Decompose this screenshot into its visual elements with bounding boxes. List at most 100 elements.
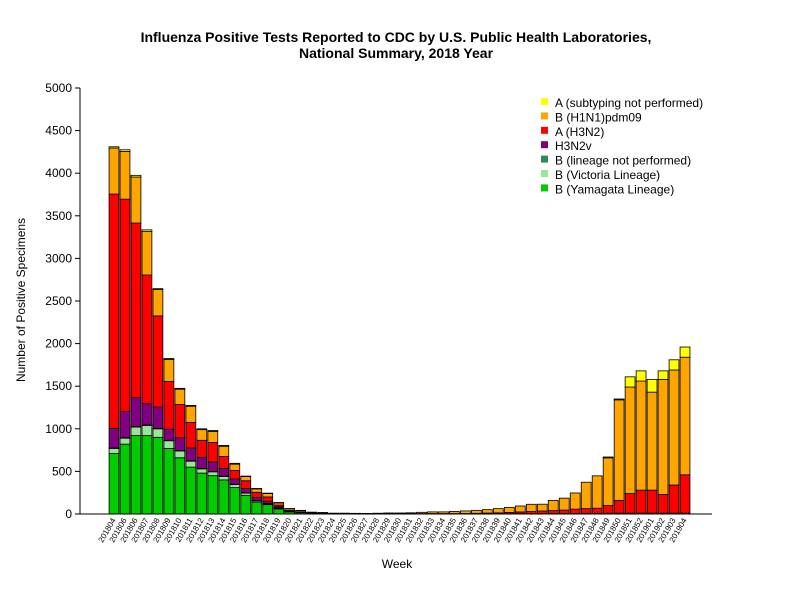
bar-segment xyxy=(208,431,218,442)
bar-stack xyxy=(570,493,580,514)
bar-segment xyxy=(186,467,196,514)
bar-stack xyxy=(153,289,163,514)
bar-segment xyxy=(428,512,438,514)
bar-segment xyxy=(680,475,690,513)
bar-segment xyxy=(241,481,251,489)
bar-stack xyxy=(559,498,569,514)
bar-stack xyxy=(504,507,514,514)
bar-segment xyxy=(164,359,174,360)
bar-segment xyxy=(449,511,459,513)
bar-segment xyxy=(131,223,141,398)
bar-stack xyxy=(241,476,251,514)
bar-segment xyxy=(219,468,229,476)
bar-segment xyxy=(109,148,119,194)
legend-swatch xyxy=(541,112,548,119)
bar-segment xyxy=(559,498,569,510)
bar-segment xyxy=(153,437,163,514)
bar-stack xyxy=(296,510,306,514)
bar-segment xyxy=(570,493,580,509)
bar-segment xyxy=(658,371,668,380)
bar-segment xyxy=(186,448,196,461)
y-tick-label: 0 xyxy=(65,507,72,521)
legend-swatch xyxy=(541,184,548,191)
bar-segment xyxy=(153,289,163,290)
bar-stack xyxy=(285,509,295,514)
bar-stack xyxy=(493,509,503,514)
bar-stack xyxy=(614,399,624,514)
bar-segment xyxy=(109,194,119,428)
bar-stack xyxy=(109,147,119,514)
bar-segment xyxy=(208,442,218,462)
bar-segment xyxy=(120,150,130,152)
bar-segment xyxy=(669,485,679,513)
bar-segment xyxy=(131,398,141,427)
bar-segment xyxy=(197,430,207,441)
bar-segment xyxy=(120,411,130,437)
bar-segment xyxy=(241,477,251,481)
bar-segment xyxy=(548,511,558,514)
legend-label: A (subtyping not performed) xyxy=(555,96,703,110)
legend-swatch xyxy=(541,127,548,134)
y-tick-label: 2000 xyxy=(45,337,72,351)
y-tick-label: 4000 xyxy=(45,166,72,180)
bar-segment xyxy=(219,456,229,468)
legend-label: B (H1N1)pdm09 xyxy=(555,110,642,124)
bar-segment xyxy=(647,392,657,490)
bar-segment xyxy=(142,404,152,425)
bar-segment xyxy=(230,479,240,484)
y-tick-label: 5000 xyxy=(45,81,72,95)
bar-segment xyxy=(175,458,185,514)
bar-segment xyxy=(636,381,646,490)
bar-segment xyxy=(131,177,141,223)
bar-segment xyxy=(614,400,624,501)
legend-swatch xyxy=(541,156,548,163)
bar-segment xyxy=(636,371,646,381)
bar-segment xyxy=(252,489,262,492)
bar-segment xyxy=(153,429,163,438)
bar-segment xyxy=(592,508,602,513)
bar-stack xyxy=(625,377,635,514)
bar-segment xyxy=(219,477,229,480)
bar-segment xyxy=(614,399,624,400)
y-axis-title: Number of Positive Specimens xyxy=(14,218,28,382)
bar-segment xyxy=(230,488,240,514)
bar-segment xyxy=(230,463,240,464)
bar-segment xyxy=(197,473,207,514)
bar-segment xyxy=(252,497,262,500)
bar-stack xyxy=(526,504,536,514)
bar-segment xyxy=(120,199,130,411)
bar-segment xyxy=(625,377,635,387)
bar-segment xyxy=(526,504,536,511)
bar-segment xyxy=(120,438,130,444)
bar-segment xyxy=(208,462,218,471)
bar-segment xyxy=(153,316,163,407)
bar-segment xyxy=(592,476,602,508)
bar-segment xyxy=(669,360,679,370)
bar-segment xyxy=(636,490,646,513)
bar-segment xyxy=(175,389,185,404)
bar-segment xyxy=(109,454,119,514)
bar-stack xyxy=(197,429,207,514)
bar-stack xyxy=(263,493,273,514)
chart-title-line1: Influenza Positive Tests Reported to CDC… xyxy=(141,29,652,45)
bar-segment xyxy=(658,494,668,513)
bar-segment xyxy=(142,232,152,275)
bar-segment xyxy=(219,445,229,446)
bar-stack xyxy=(482,510,492,514)
bar-segment xyxy=(537,504,547,511)
bar-segment xyxy=(460,511,470,514)
bar-segment xyxy=(142,436,152,514)
bar-segment xyxy=(208,476,218,514)
y-tick-label: 2500 xyxy=(45,294,72,308)
bar-segment xyxy=(625,387,635,494)
bar-segment xyxy=(581,482,591,508)
bar-segment xyxy=(142,230,152,232)
bar-stack xyxy=(603,457,613,514)
bar-segment xyxy=(438,512,448,514)
bar-stack xyxy=(274,503,284,515)
legend-label: B (lineage not performed) xyxy=(555,154,691,168)
bar-segment xyxy=(186,406,196,422)
y-tick-label: 1000 xyxy=(45,422,72,436)
bar-segment xyxy=(120,151,130,199)
